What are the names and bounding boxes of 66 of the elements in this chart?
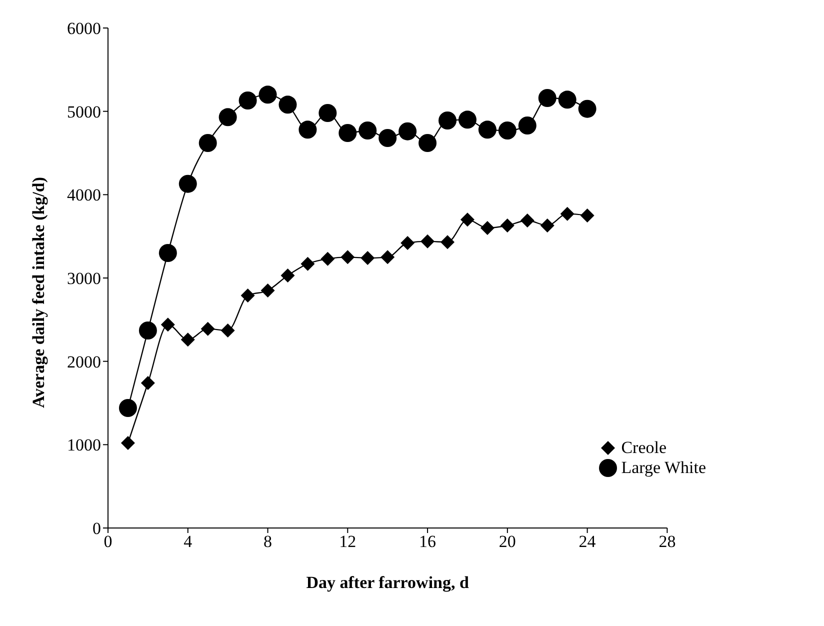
point	[580, 208, 594, 222]
point	[138, 322, 157, 340]
y-tick-label: 1000	[67, 436, 101, 455]
point	[480, 221, 494, 235]
point	[340, 250, 355, 264]
point	[478, 120, 496, 139]
point	[380, 250, 395, 264]
point	[420, 234, 435, 248]
y-axis-title: Average daily feed intake (kg/d)	[29, 176, 48, 408]
point	[320, 252, 335, 266]
y-tick-label: 6000	[67, 19, 101, 38]
point	[540, 218, 554, 232]
point	[558, 90, 576, 109]
point	[398, 122, 417, 140]
point	[178, 174, 197, 193]
y-tick-label: 2000	[67, 352, 101, 372]
point	[498, 122, 516, 140]
point	[180, 332, 195, 347]
point	[160, 318, 175, 332]
x-tick-label: 24	[578, 532, 596, 552]
point	[298, 120, 317, 139]
point	[578, 100, 596, 118]
point	[140, 376, 155, 390]
point	[458, 110, 476, 129]
point	[278, 96, 297, 114]
point	[258, 86, 277, 104]
point	[560, 206, 574, 221]
point	[260, 284, 275, 298]
x-tick-label: 16	[419, 532, 436, 552]
x-tick-label: 12	[339, 532, 356, 552]
point	[538, 89, 556, 107]
point	[360, 251, 375, 265]
x-tick-label: 4	[184, 532, 193, 552]
point	[500, 218, 514, 232]
y-tick-label: 5000	[67, 102, 101, 122]
point	[418, 134, 437, 152]
point	[200, 322, 215, 336]
point	[218, 108, 237, 126]
point	[238, 92, 257, 110]
point	[520, 214, 534, 228]
point	[400, 236, 415, 250]
point	[198, 134, 217, 152]
point	[460, 212, 474, 227]
point	[378, 129, 397, 147]
point	[300, 256, 315, 271]
point	[240, 288, 255, 302]
x-tick-label: 28	[658, 532, 676, 552]
point	[440, 235, 455, 250]
x-tick-label: 8	[264, 532, 272, 552]
y-tick-label: 0	[92, 519, 101, 538]
point	[118, 399, 137, 417]
point	[318, 104, 337, 122]
y-tick-label: 4000	[67, 186, 101, 205]
point	[220, 324, 235, 338]
point	[280, 268, 295, 282]
x-axis-title: Day after farrowing, d	[306, 573, 470, 592]
point	[518, 116, 536, 134]
legend-label: Large White	[621, 458, 706, 478]
point	[358, 122, 377, 140]
point	[158, 244, 177, 262]
point	[120, 436, 135, 450]
point	[438, 112, 457, 130]
y-tick-label: 3000	[67, 269, 101, 288]
point	[338, 124, 357, 142]
x-tick-label: 20	[498, 532, 516, 552]
legend-label: Creole	[621, 438, 667, 458]
